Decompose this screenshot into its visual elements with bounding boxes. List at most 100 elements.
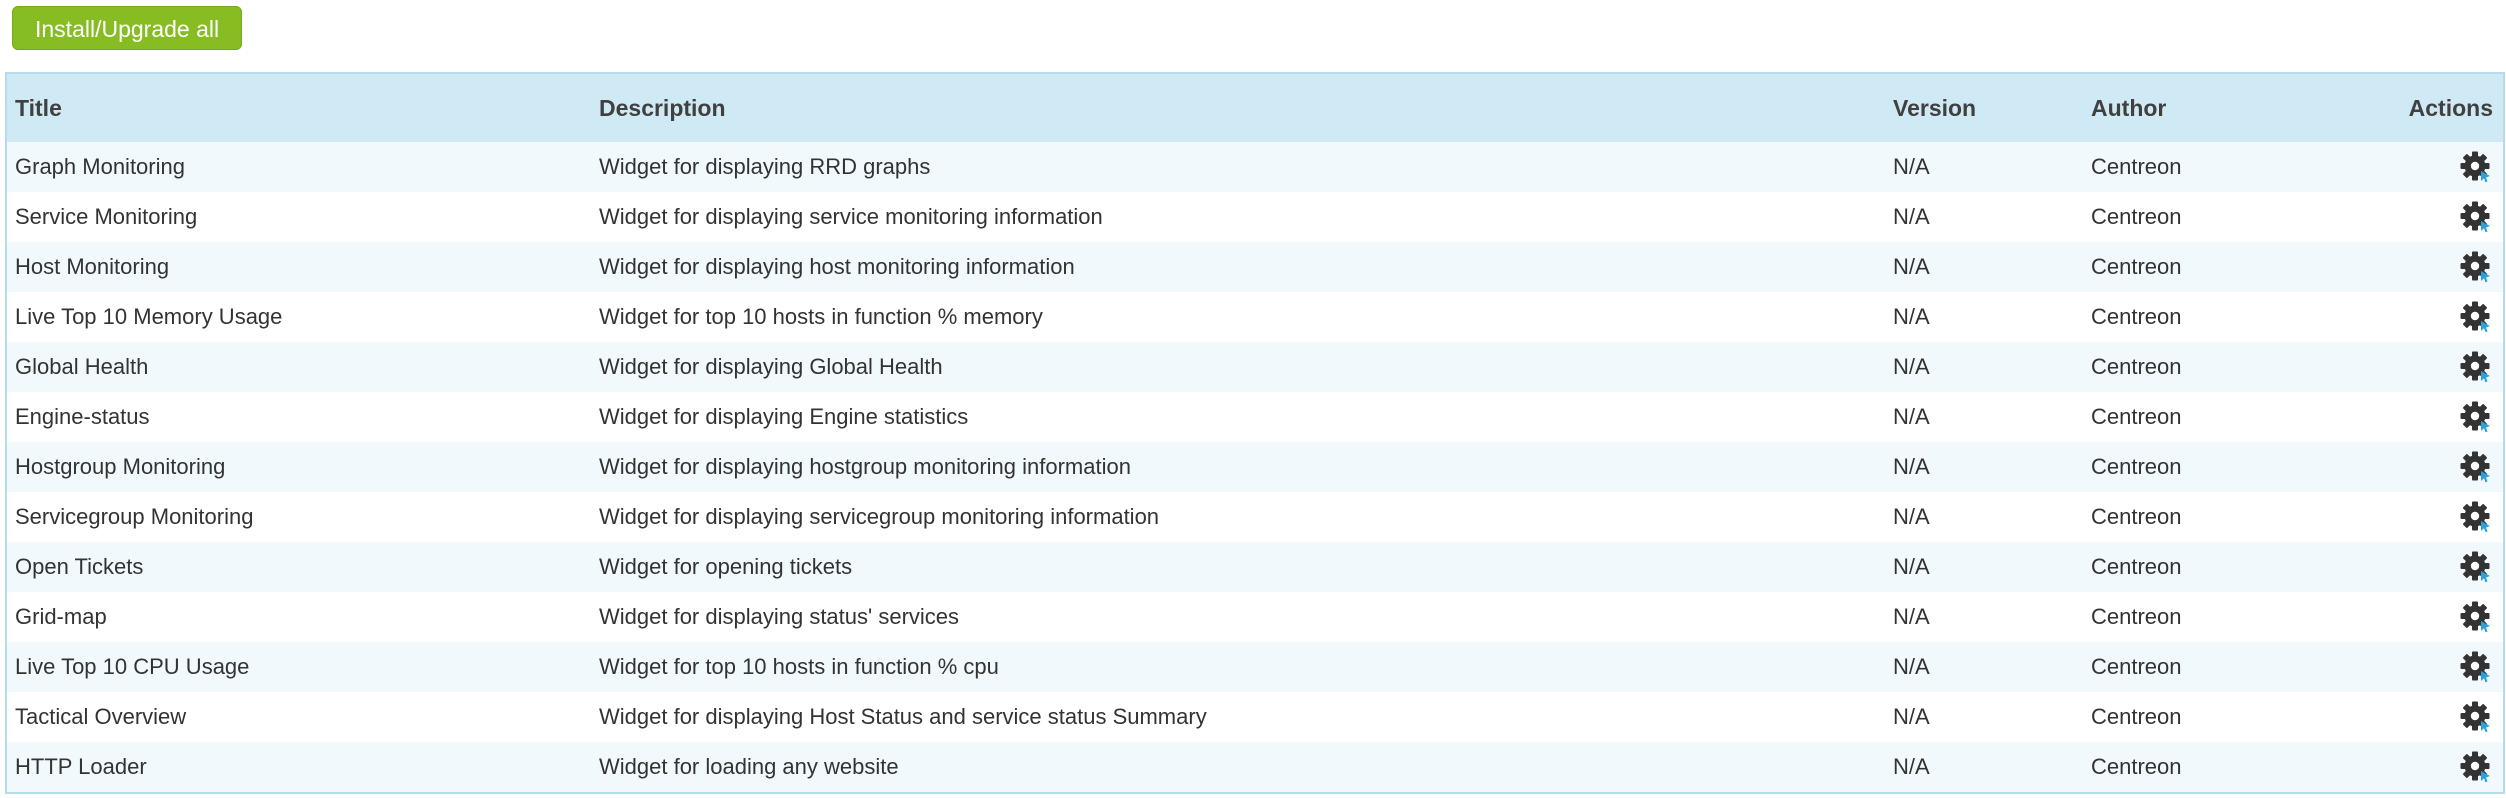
- cell-description: Widget for opening tickets: [599, 554, 853, 579]
- cell-title: Open Tickets: [15, 554, 144, 579]
- gear-icon[interactable]: [2459, 700, 2493, 734]
- cell-author: Centreon: [2091, 304, 2182, 329]
- cell-author: Centreon: [2091, 754, 2182, 779]
- table-row: Graph Monitoring Widget for displaying R…: [7, 142, 2503, 192]
- gear-icon[interactable]: [2459, 550, 2493, 584]
- table-row: Grid-map Widget for displaying status' s…: [7, 592, 2503, 642]
- cell-description: Widget for loading any website: [599, 754, 899, 779]
- cell-actions: [2391, 392, 2503, 442]
- cell-title: Live Top 10 Memory Usage: [15, 304, 283, 329]
- cell-version: N/A: [1893, 754, 1930, 779]
- header-author: Author: [2091, 94, 2167, 121]
- cell-actions: [2391, 642, 2503, 692]
- header-title: Title: [15, 94, 62, 121]
- cell-title: Graph Monitoring: [15, 154, 185, 179]
- cell-version: N/A: [1893, 504, 1930, 529]
- cell-actions: [2391, 342, 2503, 392]
- gear-icon[interactable]: [2459, 600, 2493, 634]
- gear-icon[interactable]: [2459, 350, 2493, 384]
- header-description: Description: [599, 94, 726, 121]
- cell-version: N/A: [1893, 454, 1930, 479]
- cell-actions: [2391, 192, 2503, 242]
- cell-actions: [2391, 242, 2503, 292]
- cell-author: Centreon: [2091, 654, 2182, 679]
- table-row: Live Top 10 Memory Usage Widget for top …: [7, 292, 2503, 342]
- table-row: Live Top 10 CPU Usage Widget for top 10 …: [7, 642, 2503, 692]
- gear-icon[interactable]: [2459, 250, 2493, 284]
- cell-description: Widget for displaying servicegroup monit…: [599, 504, 1160, 529]
- table-row: HTTP Loader Widget for loading any websi…: [7, 742, 2503, 792]
- cell-version: N/A: [1893, 154, 1930, 179]
- cell-version: N/A: [1893, 254, 1930, 279]
- cell-title: Hostgroup Monitoring: [15, 454, 226, 479]
- cell-description: Widget for displaying service monitoring…: [599, 204, 1103, 229]
- widgets-table-container: Title Description Version Author Actions…: [5, 72, 2505, 794]
- cell-title: Global Health: [15, 354, 149, 379]
- cell-description: Widget for displaying status' services: [599, 604, 960, 629]
- cell-title: Live Top 10 CPU Usage: [15, 654, 250, 679]
- cell-author: Centreon: [2091, 604, 2182, 629]
- cell-author: Centreon: [2091, 454, 2182, 479]
- cell-title: Host Monitoring: [15, 254, 170, 279]
- cell-version: N/A: [1893, 604, 1930, 629]
- table-header: Title Description Version Author Actions: [7, 74, 2503, 142]
- cell-version: N/A: [1893, 704, 1930, 729]
- cell-actions: [2391, 492, 2503, 542]
- table-row: Servicegroup Monitoring Widget for displ…: [7, 492, 2503, 542]
- cell-description: Widget for displaying Global Health: [599, 354, 943, 379]
- widgets-table: Title Description Version Author Actions…: [7, 74, 2503, 792]
- cell-version: N/A: [1893, 654, 1930, 679]
- gear-icon[interactable]: [2459, 450, 2493, 484]
- gear-icon[interactable]: [2459, 750, 2493, 784]
- cell-title: Grid-map: [15, 604, 107, 629]
- cell-description: Widget for top 10 hosts in function % me…: [599, 304, 1043, 329]
- cell-actions: [2391, 542, 2503, 592]
- gear-icon[interactable]: [2459, 300, 2493, 334]
- table-row: Global Health Widget for displaying Glob…: [7, 342, 2503, 392]
- header-version: Version: [1893, 94, 1977, 121]
- cell-author: Centreon: [2091, 704, 2182, 729]
- cell-description: Widget for displaying host monitoring in…: [599, 254, 1075, 279]
- cell-description: Widget for displaying RRD graphs: [599, 154, 931, 179]
- cell-actions: [2391, 292, 2503, 342]
- cell-author: Centreon: [2091, 204, 2182, 229]
- cell-title: Servicegroup Monitoring: [15, 504, 254, 529]
- cell-title: Engine-status: [15, 404, 150, 429]
- cell-actions: [2391, 442, 2503, 492]
- table-row: Engine-status Widget for displaying Engi…: [7, 392, 2503, 442]
- cell-author: Centreon: [2091, 154, 2182, 179]
- cell-version: N/A: [1893, 204, 1930, 229]
- gear-icon[interactable]: [2459, 150, 2493, 184]
- table-row: Tactical Overview Widget for displaying …: [7, 692, 2503, 742]
- header-actions: Actions: [2408, 94, 2493, 121]
- cell-version: N/A: [1893, 554, 1930, 579]
- table-row: Open Tickets Widget for opening tickets …: [7, 542, 2503, 592]
- cell-author: Centreon: [2091, 504, 2182, 529]
- cell-description: Widget for displaying Engine statistics: [599, 404, 969, 429]
- cell-version: N/A: [1893, 304, 1930, 329]
- cell-title: Tactical Overview: [15, 704, 187, 729]
- cell-actions: [2391, 742, 2503, 792]
- cell-author: Centreon: [2091, 254, 2182, 279]
- table-body: Graph Monitoring Widget for displaying R…: [7, 142, 2503, 792]
- cell-actions: [2391, 142, 2503, 192]
- table-row: Hostgroup Monitoring Widget for displayi…: [7, 442, 2503, 492]
- cell-version: N/A: [1893, 354, 1930, 379]
- gear-icon[interactable]: [2459, 400, 2493, 434]
- gear-icon[interactable]: [2459, 650, 2493, 684]
- cell-description: Widget for displaying hostgroup monitori…: [599, 454, 1131, 479]
- cell-description: Widget for displaying Host Status and se…: [599, 704, 1207, 729]
- cell-author: Centreon: [2091, 354, 2182, 379]
- table-header-row: Title Description Version Author Actions: [7, 74, 2503, 142]
- install-upgrade-all-button[interactable]: Install/Upgrade all: [12, 6, 243, 50]
- cell-description: Widget for top 10 hosts in function % cp…: [599, 654, 999, 679]
- cell-title: Service Monitoring: [15, 204, 198, 229]
- cell-actions: [2391, 692, 2503, 742]
- gear-icon[interactable]: [2459, 500, 2493, 534]
- cell-version: N/A: [1893, 404, 1930, 429]
- cell-title: HTTP Loader: [15, 754, 147, 779]
- gear-icon[interactable]: [2459, 200, 2493, 234]
- cell-actions: [2391, 592, 2503, 642]
- cell-author: Centreon: [2091, 554, 2182, 579]
